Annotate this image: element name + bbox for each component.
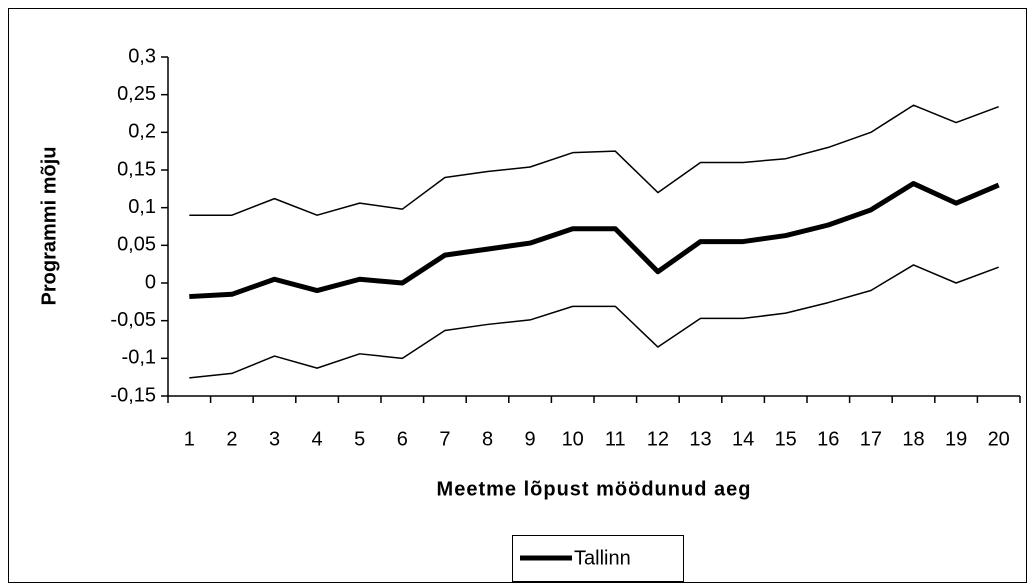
x-axis-title: Meetme lõpust möödunud aeg: [437, 478, 752, 500]
x-tick-label: 7: [439, 428, 450, 450]
x-tick-label: 5: [354, 428, 365, 450]
x-tick-label: 3: [269, 428, 280, 450]
x-tick-label: 18: [902, 428, 924, 450]
y-tick-label: 0,2: [128, 121, 156, 143]
y-tick-label: -0,05: [110, 309, 156, 331]
x-tick-label: 8: [482, 428, 493, 450]
y-tick-label: 0: [145, 271, 156, 293]
x-tick-label: 15: [775, 428, 797, 450]
x-tick-label: 12: [647, 428, 669, 450]
x-tick-label: 4: [312, 428, 323, 450]
x-tick-label: 2: [226, 428, 237, 450]
x-tick-label: 11: [605, 428, 626, 450]
x-tick-label: 1: [184, 428, 195, 450]
x-tick-label: 9: [525, 428, 536, 450]
x-tick-label: 17: [860, 428, 882, 450]
y-tick-label: 0,15: [117, 158, 156, 180]
y-axis-title: Programmi mõju: [38, 147, 60, 306]
chart-frame: [8, 8, 1027, 583]
y-tick-label: -0,1: [122, 347, 156, 369]
y-tick-label: 0,25: [117, 83, 156, 105]
x-tick-label: 14: [732, 428, 754, 450]
series-line: [189, 264, 999, 379]
x-tick-label: 16: [817, 428, 839, 450]
y-tick-label: -0,15: [110, 384, 156, 406]
x-tick-label: 13: [689, 428, 711, 450]
legend-label: Tallinn: [574, 547, 631, 569]
x-tick-label: 20: [988, 428, 1010, 450]
series-line: [189, 181, 1000, 300]
y-tick-label: 0,1: [128, 196, 156, 218]
x-tick-label: 6: [397, 428, 408, 450]
x-tick-label: 10: [562, 428, 584, 450]
y-tick-label: 0,3: [128, 45, 156, 67]
x-tick-label: 19: [945, 428, 967, 450]
series-line: [189, 104, 999, 216]
y-tick-label: 0,05: [117, 234, 156, 256]
